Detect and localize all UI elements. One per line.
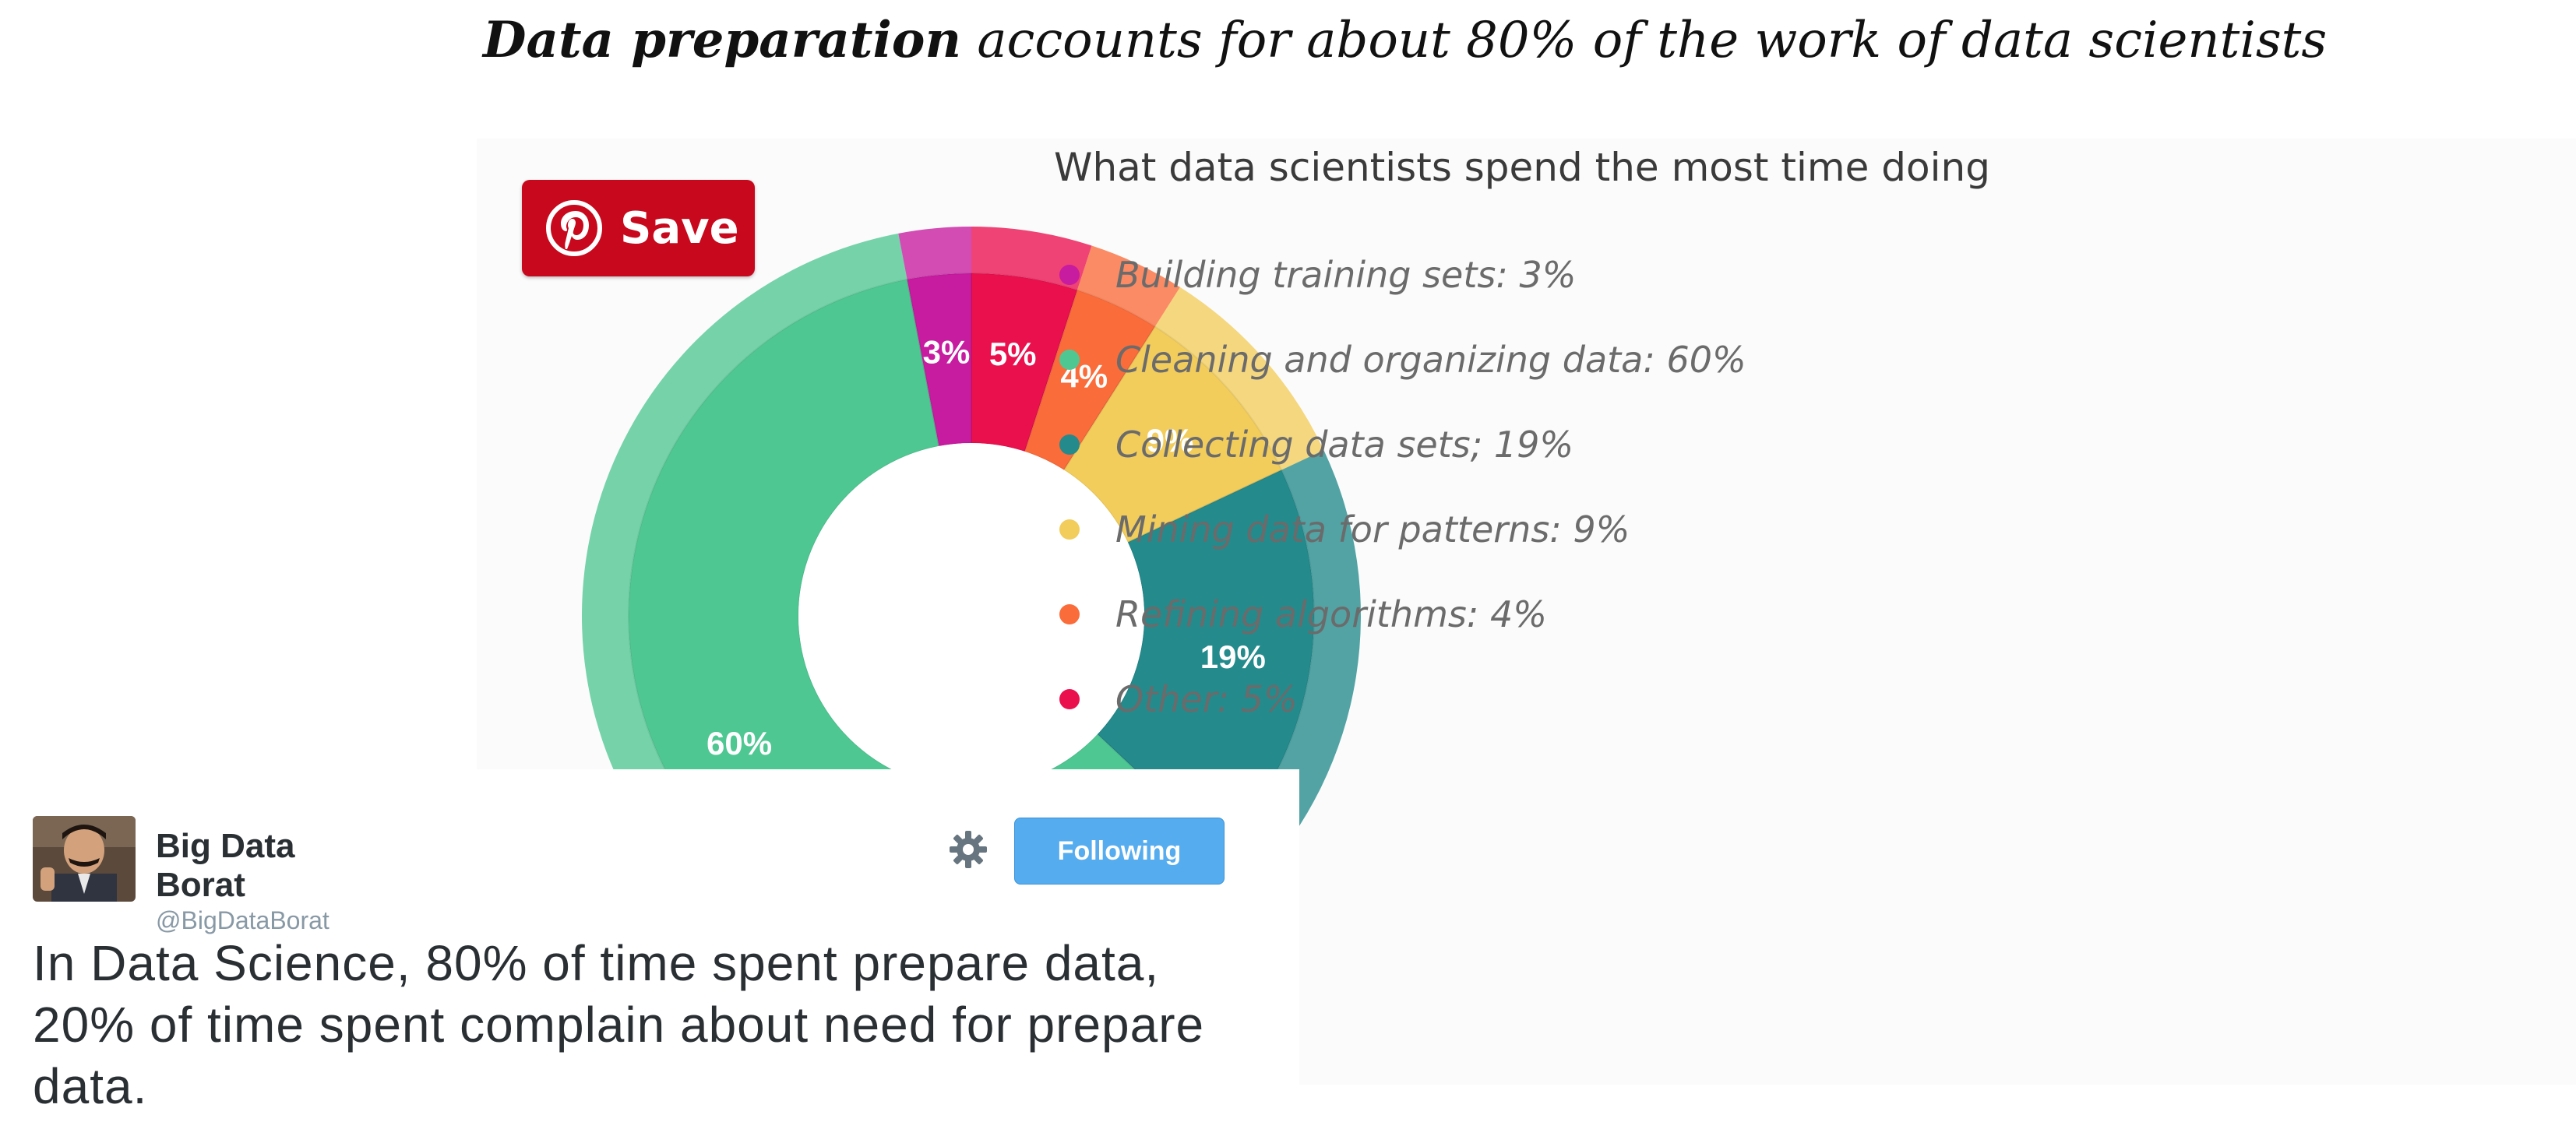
headline-rest: accounts for about 80% of the work of da…	[960, 12, 2328, 69]
legend-label: Cleaning and organizing data: 60%	[1115, 339, 1746, 381]
pinterest-icon	[546, 200, 602, 256]
user-handle[interactable]: @BigDataBorat	[156, 906, 329, 934]
chart-title: What data scientists spend the most time…	[1054, 145, 1990, 190]
display-name[interactable]: Big Data Borat	[156, 827, 295, 904]
tweet-card: Big Data Borat @BigDataBorat Following I…	[0, 769, 1299, 1122]
legend-label: Other: 5%	[1115, 678, 1298, 720]
legend-item: Mining data for patterns: 9%	[1059, 501, 1746, 586]
legend-dot	[1059, 604, 1080, 624]
legend-item: Other: 5%	[1059, 670, 1746, 755]
legend-dot	[1059, 265, 1080, 285]
gear-icon[interactable]	[947, 828, 989, 871]
slice-label-cleaning-and-organizing-data: 60%	[707, 725, 772, 761]
slice-label-other: 5%	[989, 336, 1037, 372]
slice-outer-collecting-data-sets	[1221, 450, 1362, 883]
slice-outer-refining-algorithms	[1077, 245, 1180, 327]
legend-label: Mining data for patterns: 9%	[1115, 508, 1630, 550]
legend-item: Collecting data sets; 19%	[1059, 416, 1746, 501]
legend-label: Collecting data sets; 19%	[1115, 424, 1574, 466]
legend-dot	[1059, 519, 1080, 540]
avatar[interactable]	[33, 816, 136, 902]
headline-bold: Data preparation	[483, 11, 961, 69]
avatar-image	[33, 816, 136, 902]
pinterest-save-button[interactable]: Save	[522, 180, 755, 276]
slice-outer-mining-data-for-patterns	[1154, 287, 1324, 470]
slice-label-collecting-data-sets: 19%	[1200, 638, 1266, 675]
chart-legend: Building training sets: 3% Cleaning and o…	[1059, 246, 1746, 755]
headline: Data preparation accounts for about 80% …	[483, 3, 2555, 78]
save-label: Save	[620, 202, 739, 254]
slice-outer-building-training-sets	[898, 227, 971, 280]
donut-hole	[798, 443, 1144, 789]
legend-dot	[1059, 689, 1080, 709]
legend-label: Refining algorithms: 4%	[1115, 593, 1547, 635]
legend-item: Cleaning and organizing data: 60%	[1059, 331, 1746, 416]
legend-item: Refining algorithms: 4%	[1059, 586, 1746, 670]
slice-label-mining-data-for-patterns: 9%	[1147, 422, 1194, 459]
legend-label: Building training sets: 3%	[1115, 254, 1577, 296]
following-button[interactable]: Following	[1014, 818, 1225, 885]
tweet-text: In Data Science, 80% of time spent prepa…	[33, 935, 1205, 1114]
legend-dot	[1059, 350, 1080, 370]
slice-label-building-training-sets: 3%	[923, 334, 971, 371]
legend-item: Building training sets: 3%	[1059, 246, 1746, 331]
legend-dot	[1059, 434, 1080, 455]
